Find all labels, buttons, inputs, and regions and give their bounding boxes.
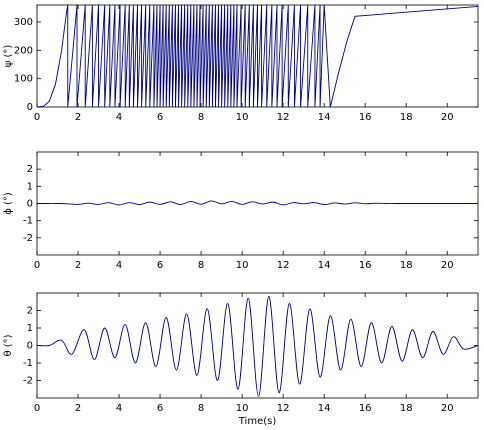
y-tick-label: 0 (27, 102, 33, 113)
x-tick-label: 10 (236, 112, 249, 123)
x-tick-label: 0 (34, 260, 40, 271)
x-tick-label: 20 (441, 260, 454, 271)
x-tick-label: 14 (318, 260, 331, 271)
y-axis-label: ϕ (°) (3, 192, 14, 215)
x-tick-label: 10 (236, 403, 249, 414)
x-tick-label: 6 (157, 260, 163, 271)
y-tick-label: 100 (14, 74, 33, 85)
x-tick-label: 18 (400, 260, 413, 271)
x-tick-label: 20 (441, 112, 454, 123)
y-tick-label: 0 (27, 199, 33, 210)
y-tick-label: -2 (23, 233, 33, 244)
x-tick-label: 0 (34, 403, 40, 414)
y-axis-label: ψ (°) (3, 45, 14, 68)
x-tick-label: 2 (75, 112, 81, 123)
x-tick-label: 14 (318, 112, 331, 123)
x-tick-label: 16 (359, 260, 372, 271)
x-tick-label: 14 (318, 403, 331, 414)
x-tick-label: 12 (277, 260, 290, 271)
x-tick-label: 8 (198, 260, 204, 271)
x-tick-label: 6 (157, 112, 163, 123)
x-tick-label: 4 (116, 260, 122, 271)
y-tick-label: 0 (27, 341, 33, 352)
x-tick-label: 2 (75, 260, 81, 271)
x-tick-label: 20 (441, 403, 454, 414)
x-tick-label: 18 (400, 112, 413, 123)
x-tick-label: 16 (359, 403, 372, 414)
y-axis-label: θ (°) (3, 334, 14, 356)
x-axis-label: Time(s) (238, 416, 277, 427)
x-tick-label: 12 (277, 112, 290, 123)
data-line (36, 4, 479, 108)
y-tick-label: 2 (27, 306, 33, 317)
y-tick-label: -1 (23, 216, 33, 227)
x-tick-label: 0 (34, 112, 40, 123)
y-tick-label: 2 (27, 164, 33, 175)
y-tick-label: 1 (27, 323, 33, 334)
data-line (36, 296, 479, 397)
y-tick-label: 300 (14, 17, 33, 28)
x-tick-label: 4 (116, 112, 122, 123)
data-line (36, 200, 478, 206)
x-tick-label: 16 (359, 112, 372, 123)
x-tick-label: 10 (236, 260, 249, 271)
x-tick-label: 2 (75, 403, 81, 414)
x-tick-label: 8 (198, 403, 204, 414)
y-tick-label: 1 (27, 181, 33, 192)
x-tick-label: 4 (116, 403, 122, 414)
x-tick-label: 12 (277, 403, 290, 414)
x-tick-label: 8 (198, 112, 204, 123)
y-tick-label: -1 (23, 358, 33, 369)
y-tick-label: -2 (23, 376, 33, 387)
plot-frame (36, 292, 479, 399)
x-tick-label: 18 (400, 403, 413, 414)
x-tick-label: 6 (157, 403, 163, 414)
y-tick-label: 200 (14, 45, 33, 56)
